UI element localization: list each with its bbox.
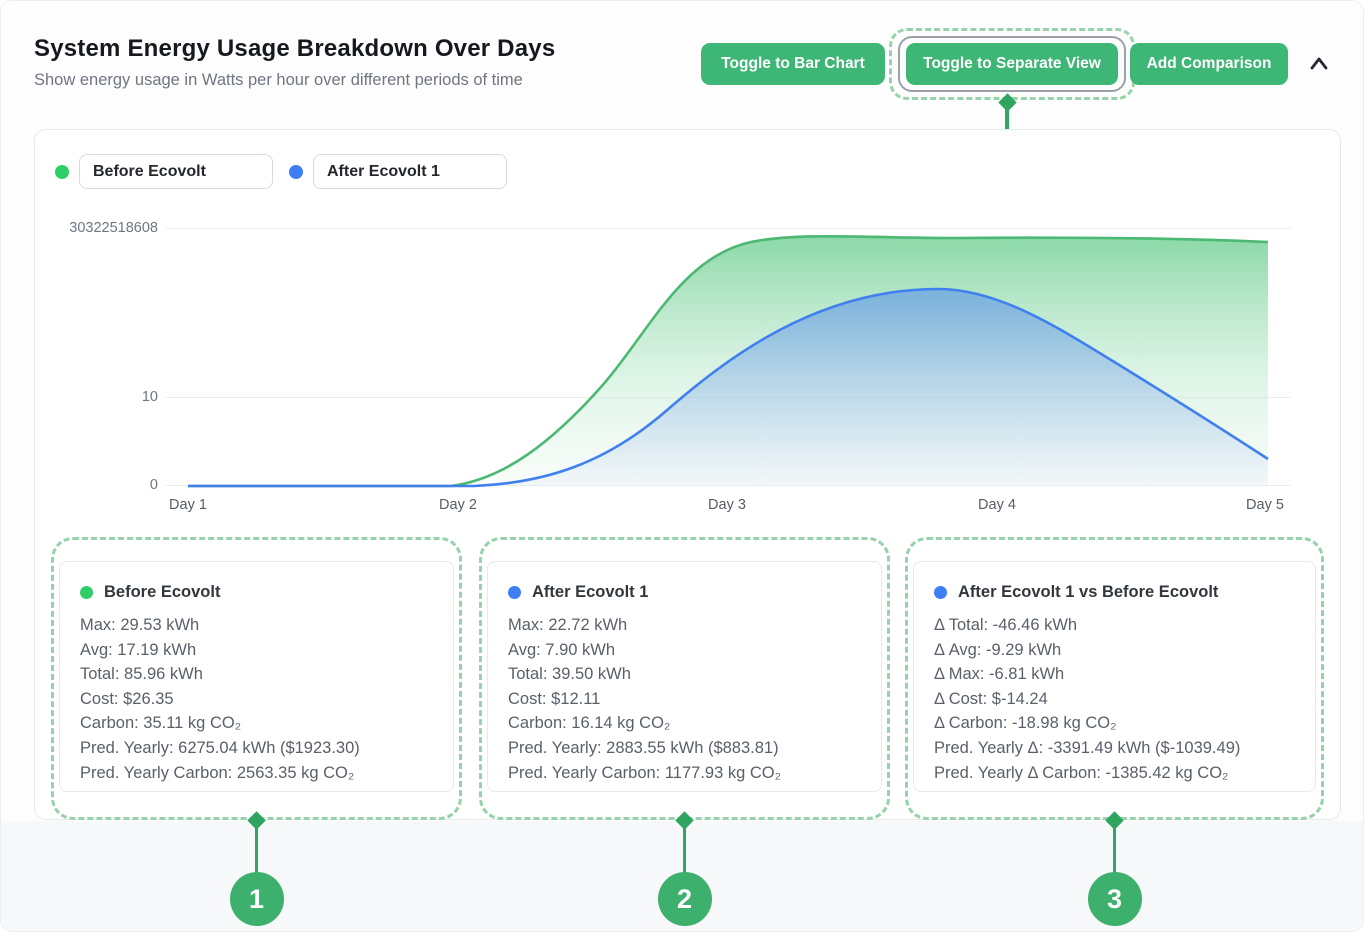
toggle-separate-view-button[interactable]: Toggle to Separate View — [906, 43, 1118, 85]
y-axis-tick-0: 0 — [149, 477, 158, 493]
gridline-top — [166, 228, 1291, 229]
annotation-connector-3 — [1112, 822, 1117, 872]
stat-line: Pred. Yearly: 2883.55 kWh ($883.81) — [508, 738, 779, 757]
annotation-connector-1 — [254, 822, 259, 872]
series-after-area — [188, 289, 1268, 486]
annotation-marker-1: 1 — [229, 872, 284, 926]
page-title: System Energy Usage Breakdown Over Days — [34, 35, 556, 62]
series-before-line — [188, 234, 1269, 488]
chevron-up-icon — [1303, 57, 1335, 83]
x-axis-tick-day3: Day 3 — [708, 497, 746, 513]
y-axis-tick-top: 30322518608 — [69, 220, 158, 236]
series-before-name-input[interactable] — [79, 154, 273, 189]
stats-after-title: After Ecovolt 1 — [532, 582, 649, 601]
stat-line: Avg: 7.90 kWh — [508, 640, 616, 659]
stat-line: Pred. Yearly Δ Carbon: -1385.42 kg CO₂ — [934, 763, 1229, 782]
toggle-bar-chart-button[interactable]: Toggle to Bar Chart — [701, 43, 885, 85]
y-axis-tick-10: 10 — [141, 389, 158, 405]
series-before-color-dot — [55, 165, 69, 179]
stats-card-comparison: After Ecovolt 1 vs Before Ecovolt Δ Tota… — [913, 561, 1316, 792]
stats-comparison-title: After Ecovolt 1 vs Before Ecovolt — [958, 582, 1219, 601]
series-after-color-dot — [289, 165, 303, 179]
stats-comparison-color-dot — [934, 585, 947, 599]
stat-line: Pred. Yearly Carbon: 1177.93 kg CO₂ — [508, 763, 782, 782]
selection-ring — [898, 36, 1126, 92]
stat-line: Δ Carbon: -18.98 kg CO₂ — [934, 714, 1117, 733]
stat-line: Δ Total: -46.46 kWh — [934, 616, 1078, 634]
stat-line: Δ Cost: $-14.24 — [934, 689, 1048, 708]
stat-line: Total: 39.50 kWh — [508, 665, 631, 684]
collapse-button[interactable] — [1303, 48, 1335, 80]
annotation-connector-2 — [682, 822, 687, 872]
stat-line: Pred. Yearly Carbon: 2563.35 kg CO₂ — [80, 763, 355, 782]
stats-before-color-dot — [80, 585, 93, 599]
series-after-line — [188, 287, 1269, 488]
stat-line: Pred. Yearly Δ: -3391.49 kWh ($-1039.49) — [934, 738, 1241, 757]
x-axis-tick-day1: Day 1 — [169, 497, 207, 513]
add-comparison-button[interactable]: Add Comparison — [1130, 43, 1288, 85]
x-axis-tick-day4: Day 4 — [978, 497, 1016, 513]
stat-line: Cost: $12.11 — [508, 689, 601, 708]
stat-line: Avg: 17.19 kWh — [80, 640, 197, 659]
x-axis-tick-day2: Day 2 — [439, 497, 477, 513]
area-chart — [188, 234, 1269, 488]
stats-card-after: After Ecovolt 1 Max: 22.72 kWh Avg: 7.90… — [487, 561, 882, 792]
annotation-connector-4 — [1005, 102, 1009, 146]
annotation-marker-3: 3 — [1087, 872, 1142, 926]
stat-line: Δ Avg: -9.29 kWh — [934, 640, 1062, 659]
stat-line: Total: 85.96 kWh — [80, 665, 203, 684]
stat-line: Max: 29.53 kWh — [80, 616, 200, 634]
page-subtitle: Show energy usage in Watts per hour over… — [34, 71, 523, 89]
series-after-name-input[interactable] — [313, 154, 507, 189]
annotation-marker-2: 2 — [657, 872, 712, 926]
stat-line: Max: 22.72 kWh — [508, 616, 628, 634]
x-axis-tick-day5: Day 5 — [1246, 497, 1284, 513]
stats-card-before: Before Ecovolt Max: 29.53 kWh Avg: 17.19… — [59, 561, 454, 792]
stat-line: Pred. Yearly: 6275.04 kWh ($1923.30) — [80, 738, 360, 757]
stats-before-title: Before Ecovolt — [104, 582, 221, 601]
stat-line: Carbon: 16.14 kg CO₂ — [508, 714, 671, 733]
stat-line: Cost: $26.35 — [80, 689, 174, 708]
stat-line: Carbon: 35.11 kg CO₂ — [80, 714, 242, 733]
stat-line: Δ Max: -6.81 kWh — [934, 665, 1065, 684]
stats-after-color-dot — [508, 585, 521, 599]
